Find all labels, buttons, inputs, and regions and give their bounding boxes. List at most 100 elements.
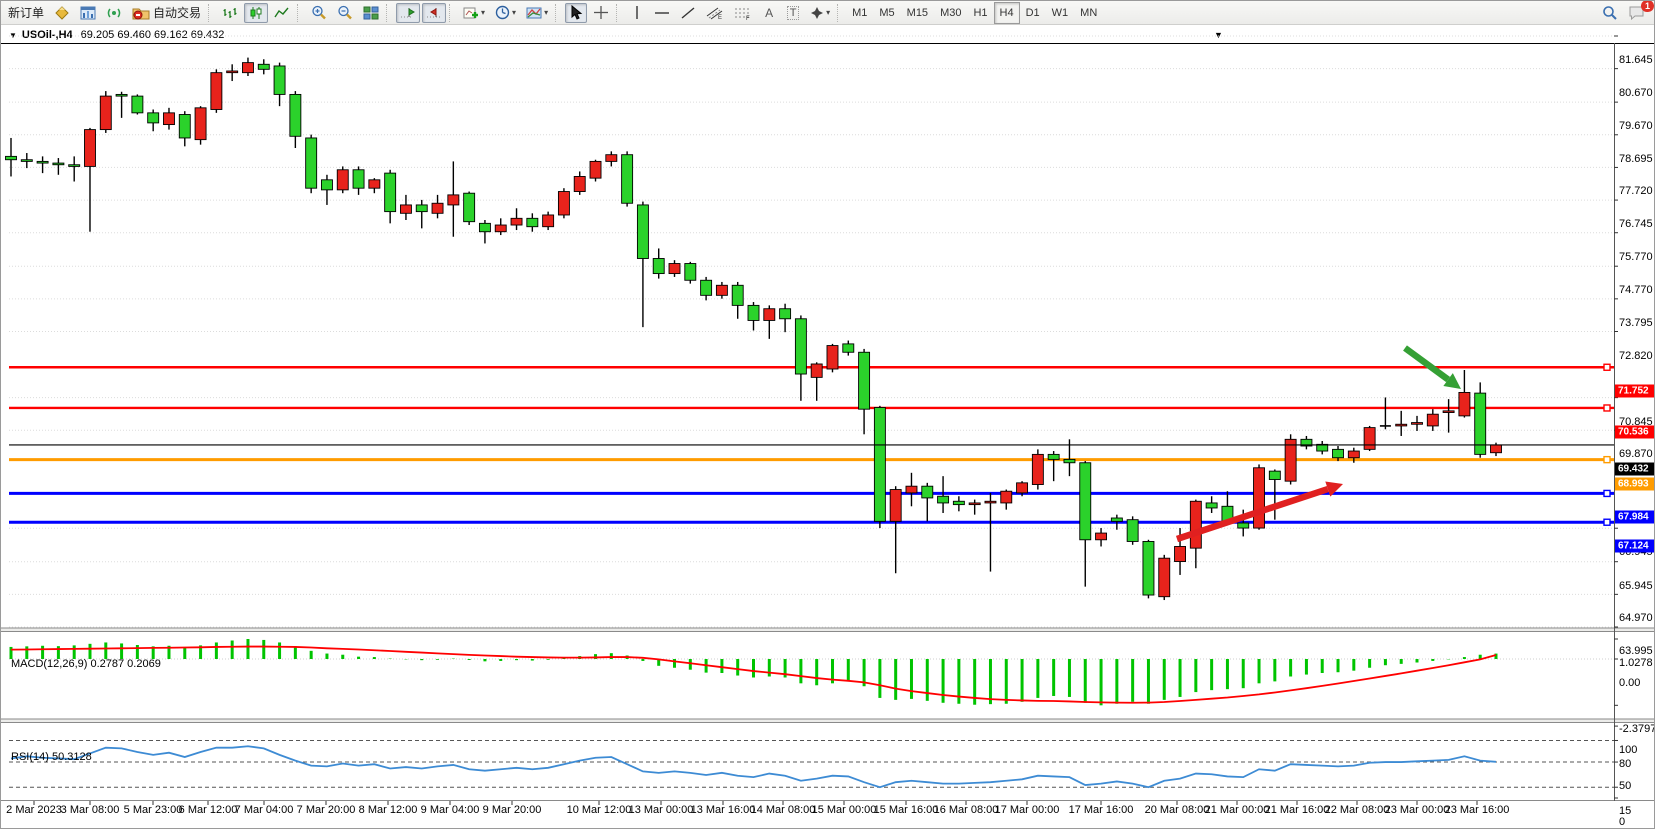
vertical-line-icon xyxy=(636,6,638,19)
new-order-label: 新订单 xyxy=(8,6,45,20)
chart-window: ▼ USOil-,H4 69.205 69.460 69.162 69.432 … xyxy=(1,25,1655,829)
price-tick-label: 81.645 xyxy=(1619,54,1653,66)
clock-icon xyxy=(495,5,510,20)
time-tick-label: 20 Mar 08:00 xyxy=(1144,804,1210,816)
search-icon xyxy=(1603,5,1617,20)
price-tick-label: 63.995 xyxy=(1619,645,1653,657)
price-tick-label: 64.970 xyxy=(1619,612,1653,625)
timeframe-D1[interactable]: D1 xyxy=(1025,6,1040,19)
auto-trading-icon xyxy=(132,8,150,19)
text-label-button[interactable]: T xyxy=(782,3,804,23)
timeframe-M30[interactable]: M30 xyxy=(940,6,962,19)
time-tick-label: 21 Mar 16:00 xyxy=(1264,804,1330,816)
chevron-down-icon: ▾ xyxy=(512,8,517,17)
timeframe-M1[interactable]: M1 xyxy=(852,6,868,19)
rsi-tick-label: 50 xyxy=(1619,780,1632,793)
time-tick-label: 9 Mar 04:00 xyxy=(420,804,480,816)
time-tick-label: 15 Mar 16:00 xyxy=(873,804,939,816)
horizontal-line-button[interactable] xyxy=(650,3,674,23)
time-tick-label: 13 Mar 16:00 xyxy=(690,804,756,816)
signals-button[interactable] xyxy=(102,3,126,23)
vertical-line-button[interactable] xyxy=(626,3,648,23)
add-indicator-icon xyxy=(463,7,479,18)
rsi-tick-label: 15 xyxy=(1619,805,1632,818)
toolbar-separator xyxy=(449,3,456,22)
zoom-in-button[interactable] xyxy=(307,3,331,23)
rsi-tick-label: 100 xyxy=(1619,744,1638,757)
chart-templates-button[interactable]: ▾ xyxy=(522,3,552,23)
open-charts-button[interactable] xyxy=(76,3,100,23)
crosshair-button[interactable] xyxy=(589,3,613,23)
price-tick-label: 76.745 xyxy=(1619,218,1653,231)
timeframe-H1[interactable]: H1 xyxy=(973,6,988,19)
chart-plot-area[interactable] xyxy=(1,25,1655,829)
timeframe-M15[interactable]: M15 xyxy=(906,6,929,19)
chart-shift-button[interactable] xyxy=(422,2,447,23)
fibonacci-button[interactable]: F xyxy=(730,3,756,23)
current-price-label: 69.432 xyxy=(1615,462,1654,476)
arrows-tool-button[interactable]: ▾ xyxy=(806,3,834,23)
chart-canvas[interactable] xyxy=(1,25,1655,829)
time-tick-label: 22 Mar 08:00 xyxy=(1324,804,1390,816)
auto-trading-button[interactable]: 自动交易 xyxy=(128,3,205,23)
bar-chart-button[interactable] xyxy=(218,3,242,23)
macd-label: MACD(12,26,9) 0.2787 0.2069 xyxy=(11,658,161,670)
timeframe-H4[interactable]: H4 xyxy=(993,1,1020,24)
timeframe-W1[interactable]: W1 xyxy=(1051,6,1069,19)
time-tick-label: 23 Mar 00:00 xyxy=(1384,804,1450,816)
macd-tick-label: 1.0278 xyxy=(1619,656,1653,669)
auto-trading-label: 自动交易 xyxy=(153,6,202,20)
text-button[interactable]: A xyxy=(758,3,780,23)
chart-ohlc-values: 69.205 69.460 69.162 69.432 xyxy=(80,29,225,41)
trendline-button[interactable] xyxy=(676,3,700,23)
time-tick-label: 3 Mar 08:00 xyxy=(60,804,120,816)
chevron-down-icon[interactable]: ▼ xyxy=(9,30,17,40)
signal-icon xyxy=(107,8,121,17)
horizontal-line-icon xyxy=(655,11,670,14)
chart-menu-arrow-icon[interactable]: ▼ xyxy=(1214,30,1223,40)
new-order-button[interactable]: 新订单 xyxy=(4,3,48,23)
tile-windows-button[interactable] xyxy=(359,3,383,23)
trendline-icon xyxy=(681,6,695,19)
notifications-button[interactable]: 1 xyxy=(1624,1,1654,23)
time-tick-label: 23 Mar 16:00 xyxy=(1444,804,1510,816)
toolbar-separator xyxy=(297,3,304,22)
chevron-down-icon: ▾ xyxy=(826,8,831,17)
time-tick-label: 14 Mar 08:00 xyxy=(750,804,816,816)
zoom-out-button[interactable] xyxy=(333,3,357,23)
text-label-icon: T xyxy=(786,5,800,20)
hline-price-label: 67.124 xyxy=(1615,539,1654,553)
add-indicator-button[interactable]: ▾ xyxy=(459,3,489,23)
toolbar-separator xyxy=(837,3,844,22)
equidistant-channel-button[interactable]: E xyxy=(702,3,728,23)
arrows-tool-icon xyxy=(811,6,824,19)
bar-chart-icon xyxy=(223,7,237,18)
svg-text:F: F xyxy=(746,16,750,20)
auto-scroll-button[interactable] xyxy=(396,2,421,23)
timeframe-MN[interactable]: MN xyxy=(1080,6,1098,19)
rsi-tick-label: 0 xyxy=(1619,816,1626,828)
svg-text:E: E xyxy=(718,15,722,20)
price-tick-label: 69.870 xyxy=(1619,448,1653,461)
chevron-down-icon: ▾ xyxy=(544,8,549,17)
auto-scroll-icon xyxy=(401,7,416,17)
line-chart-button[interactable] xyxy=(270,3,294,23)
price-tick-label: 65.945 xyxy=(1619,579,1653,592)
search-button[interactable] xyxy=(1598,3,1622,23)
period-selector-button[interactable]: ▾ xyxy=(491,3,520,23)
timeframe-M5[interactable]: M5 xyxy=(879,6,895,19)
deposit-icon-button[interactable] xyxy=(50,3,74,23)
candlestick-chart-button[interactable] xyxy=(244,2,269,23)
hline-price-label: 67.984 xyxy=(1615,510,1654,524)
candlestick-chart-icon xyxy=(250,6,262,19)
price-tick-label: 70.845 xyxy=(1619,415,1653,428)
time-tick-label: 16 Mar 08:00 xyxy=(933,804,999,816)
cursor-button[interactable] xyxy=(565,2,588,23)
macd-tick-label: -2.3797 xyxy=(1619,723,1655,736)
price-tick-label: 77.720 xyxy=(1619,185,1653,198)
rsi-label: RSI(14) 50.3128 xyxy=(11,751,92,763)
equidistant-channel-icon: E xyxy=(706,7,723,20)
time-tick-label: 17 Mar 00:00 xyxy=(994,804,1060,816)
chart-shift-icon xyxy=(427,7,441,17)
tile-windows-icon xyxy=(363,6,379,19)
